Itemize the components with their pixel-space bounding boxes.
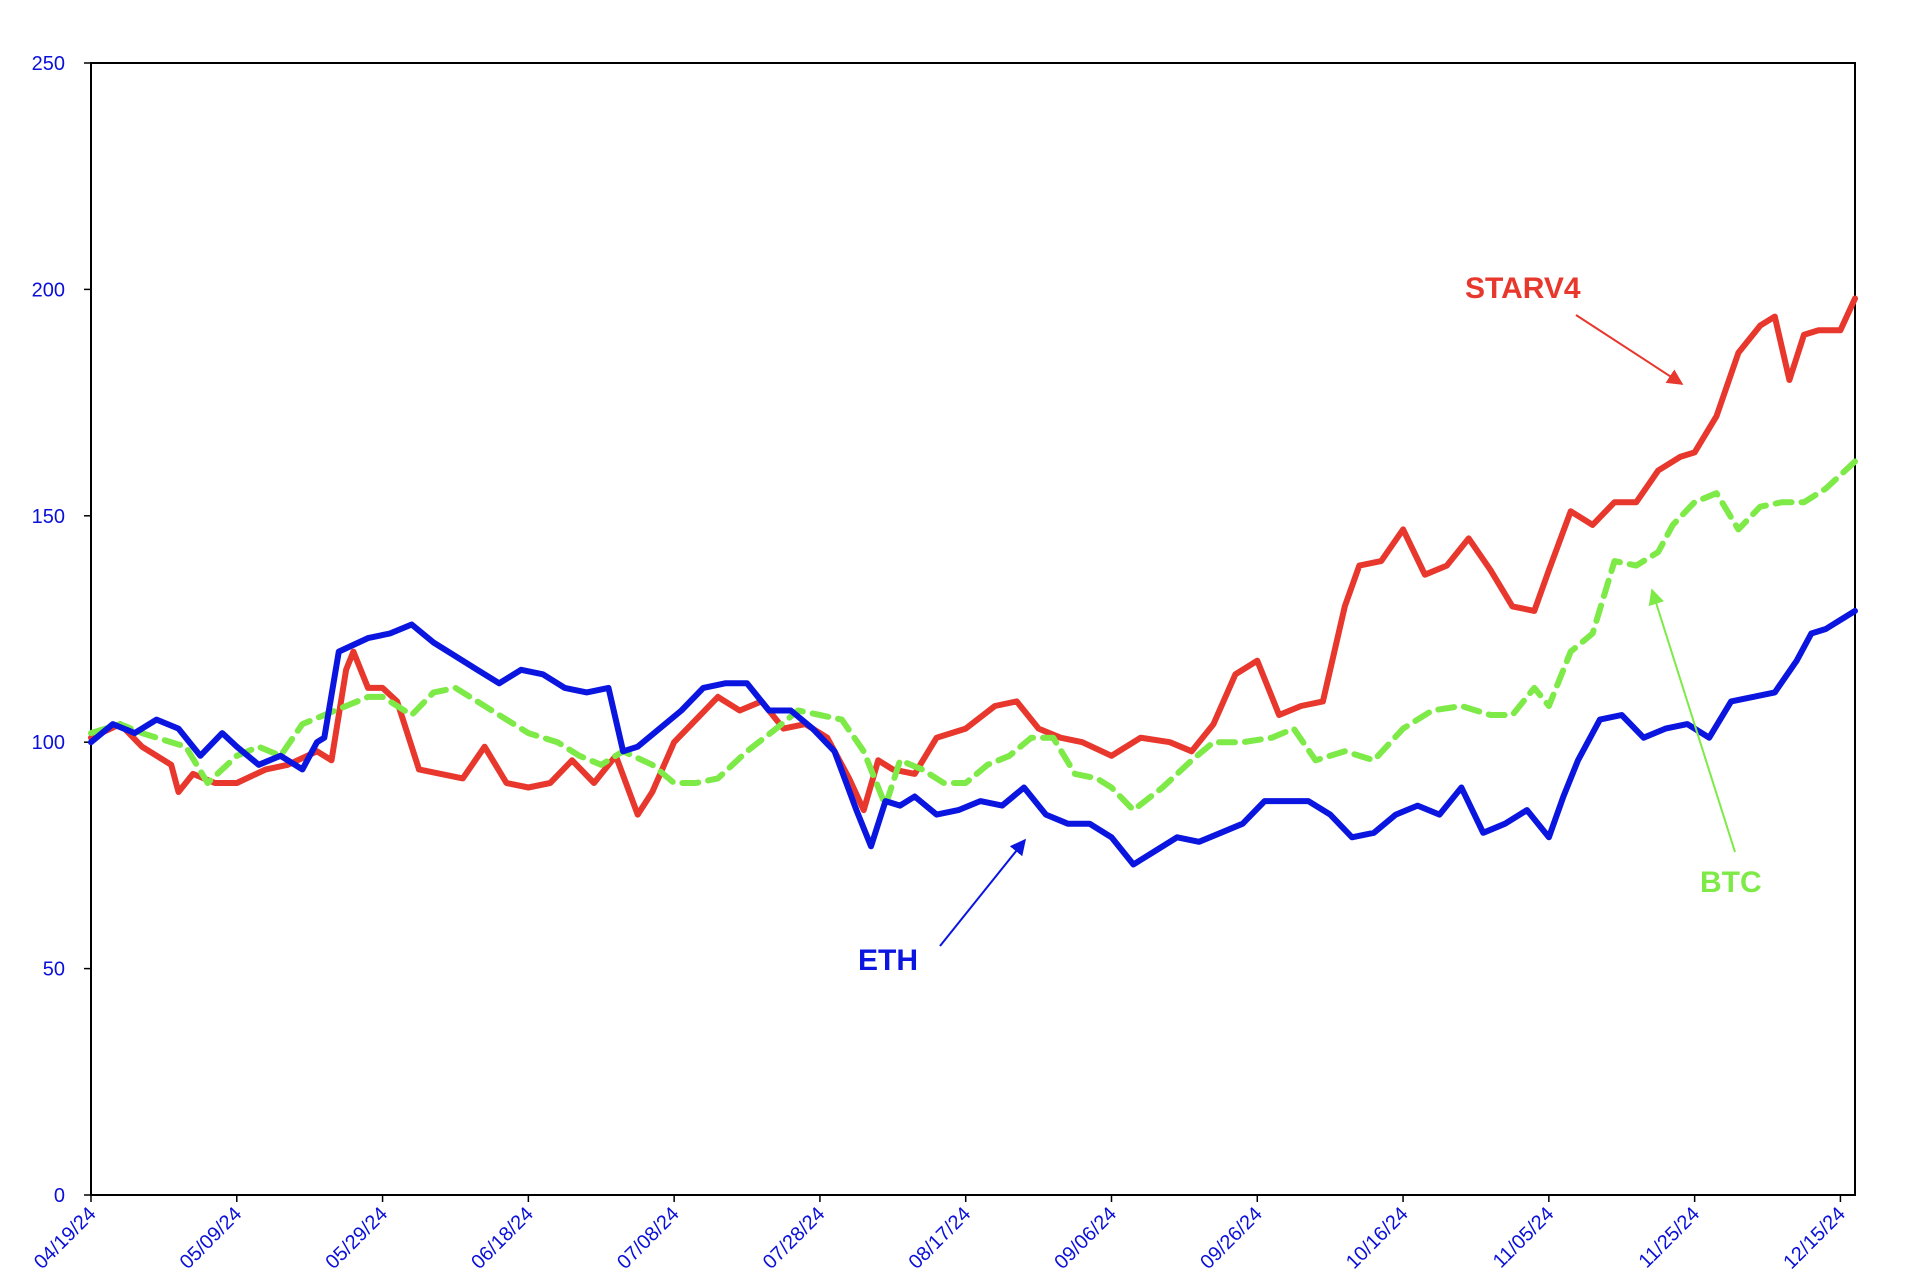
annotation-btc: BTC <box>1700 866 1762 899</box>
x-tick-label: 05/29/24 <box>321 1203 392 1274</box>
series-lines <box>88 295 1858 868</box>
annotation-starv4: STARV4 <box>1465 272 1581 305</box>
annotation-btc-arrow <box>1648 588 1736 853</box>
y-tick-label: 200 <box>32 279 65 301</box>
annotation-starv4-arrow <box>1575 314 1684 385</box>
annotation-eth-arrow <box>939 838 1027 947</box>
x-tick-label: 04/19/24 <box>30 1203 101 1274</box>
y-axis: 0 50 100 150 200 250 <box>32 53 91 1207</box>
x-tick-label: 12/15/24 <box>1779 1203 1850 1274</box>
x-tick-label: 08/17/24 <box>905 1203 976 1274</box>
x-tick-label: 09/06/24 <box>1050 1203 1121 1274</box>
x-tick-label: 05/09/24 <box>176 1203 247 1274</box>
plot-area <box>90 62 1856 1196</box>
x-tick-label: 11/05/24 <box>1489 1203 1559 1273</box>
x-tick-label: 07/08/24 <box>613 1203 684 1274</box>
annotation-eth: ETH <box>858 944 918 977</box>
series-line-starv4 <box>88 295 1858 818</box>
x-tick-label: 06/18/24 <box>467 1203 538 1274</box>
series-line-eth <box>88 607 1858 868</box>
x-tick-label: 10/16/24 <box>1342 1203 1413 1274</box>
y-tick-label: 250 <box>32 53 65 75</box>
x-tick-label: 11/25/24 <box>1635 1203 1705 1273</box>
y-tick-label: 0 <box>54 1185 65 1207</box>
x-axis: 04/19/24 05/09/24 05/29/24 06/18/24 07/08/24… <box>30 1195 1850 1274</box>
x-tick-label: 07/28/24 <box>759 1203 830 1274</box>
series-line-btc <box>88 458 1858 814</box>
y-tick-label: 100 <box>32 732 65 754</box>
y-tick-label: 50 <box>43 959 65 981</box>
x-tick-label: 09/26/24 <box>1196 1203 1267 1274</box>
y-tick-label: 150 <box>32 506 65 528</box>
